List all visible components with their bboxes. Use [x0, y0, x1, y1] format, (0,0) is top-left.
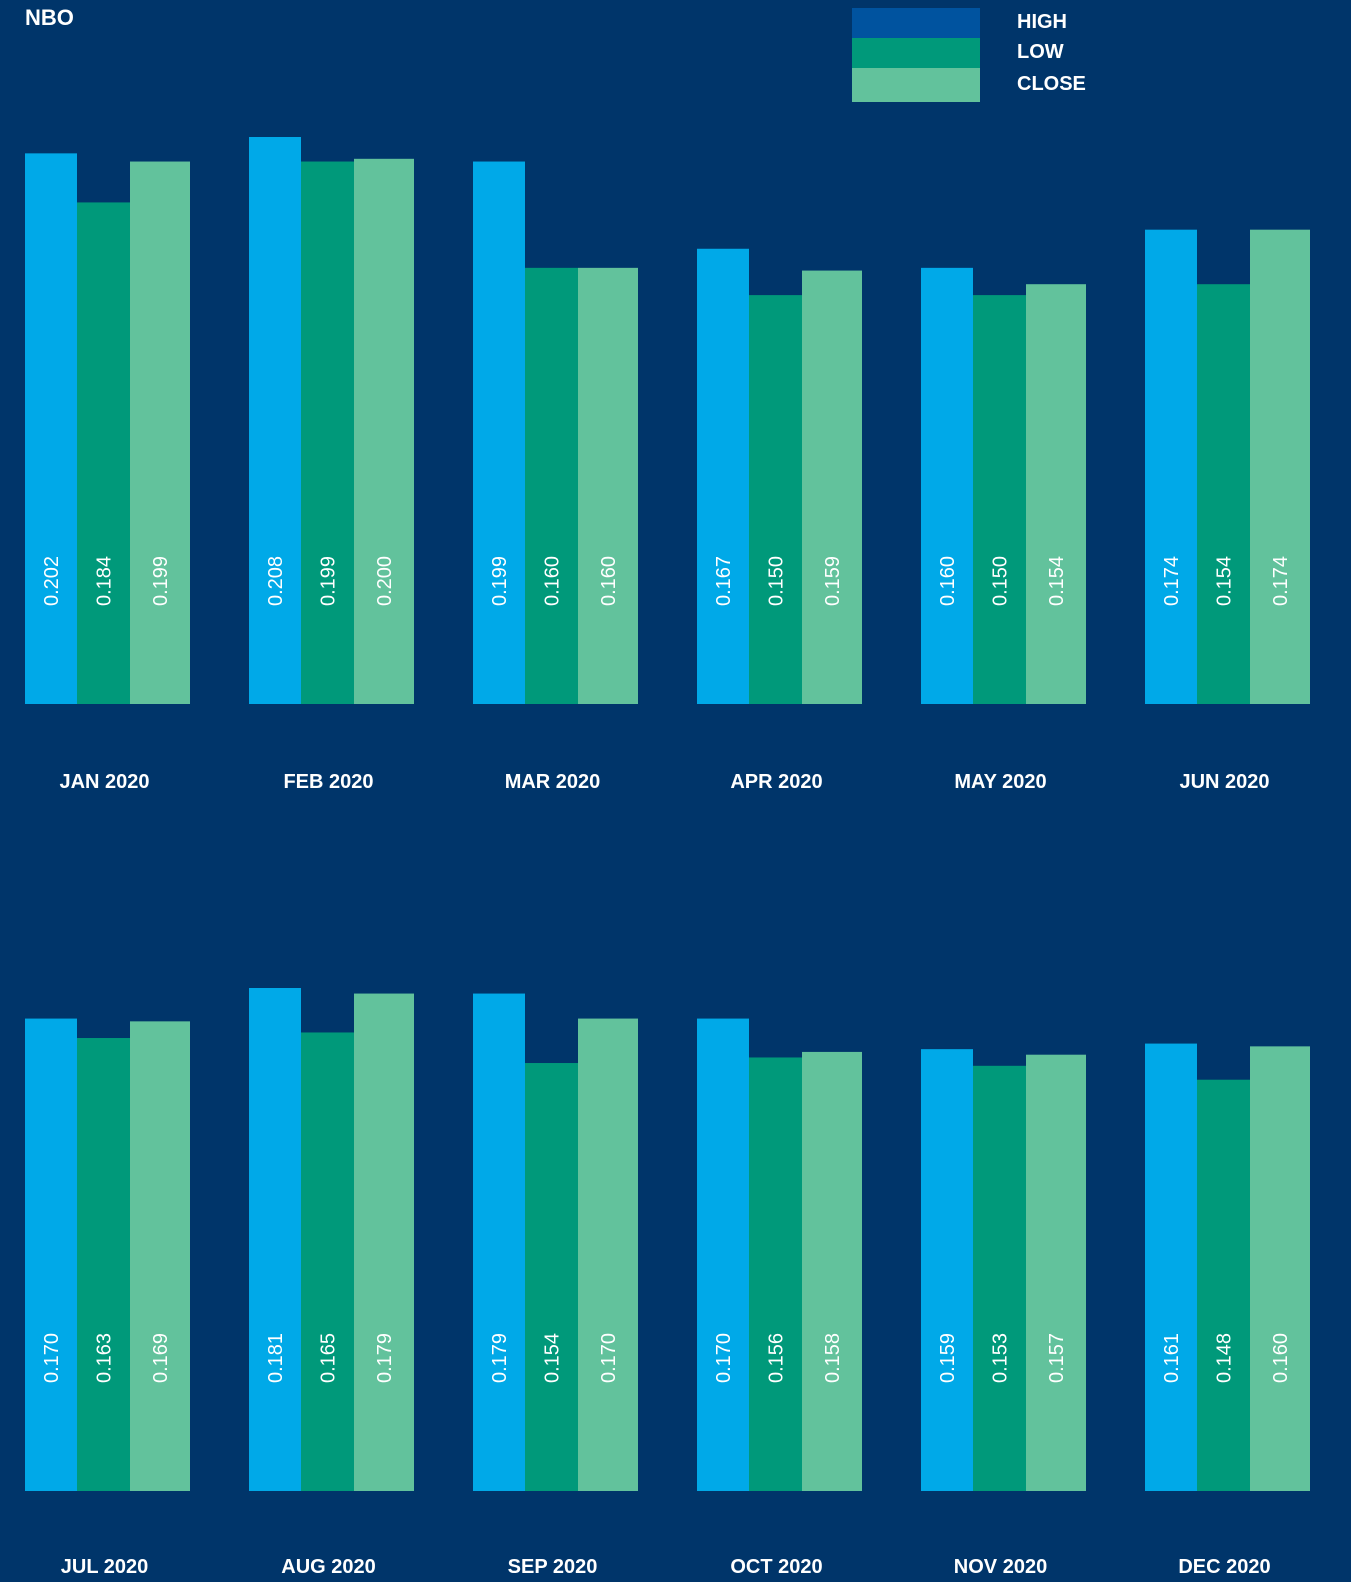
value-label-high-feb-2020: 0.208 [265, 556, 287, 606]
legend-swatch-high [852, 8, 980, 38]
bar-close-sep-2020 [578, 1018, 638, 1491]
value-label-high-mar-2020: 0.199 [489, 556, 511, 606]
bar-high-nov-2020 [921, 1049, 973, 1491]
category-label-jul-2020: JUL 2020 [61, 1556, 148, 1578]
bar-low-aug-2020 [301, 1032, 354, 1491]
category-label-jan-2020: JAN 2020 [59, 771, 149, 793]
value-label-low-may-2020: 0.150 [990, 556, 1012, 606]
value-label-close-nov-2020: 0.157 [1046, 1333, 1068, 1383]
bar-low-jan-2020 [77, 202, 130, 704]
value-label-close-aug-2020: 0.179 [374, 1333, 396, 1383]
value-label-high-apr-2020: 0.167 [713, 556, 735, 606]
value-label-low-apr-2020: 0.150 [766, 556, 788, 606]
bar-close-dec-2020 [1250, 1046, 1310, 1491]
value-label-close-may-2020: 0.154 [1046, 556, 1068, 606]
value-label-high-dec-2020: 0.161 [1161, 1333, 1183, 1383]
bar-close-aug-2020 [354, 993, 414, 1491]
bar-low-apr-2020 [749, 295, 802, 704]
bar-low-nov-2020 [973, 1065, 1026, 1491]
legend-label-high: HIGH [1017, 11, 1067, 33]
bar-close-nov-2020 [1026, 1054, 1086, 1491]
bar-high-dec-2020 [1145, 1043, 1197, 1491]
value-label-low-jan-2020: 0.184 [94, 556, 116, 606]
category-label-dec-2020: DEC 2020 [1178, 1556, 1270, 1578]
bar-close-apr-2020 [802, 270, 862, 704]
category-label-sep-2020: SEP 2020 [508, 1556, 598, 1578]
bar-close-may-2020 [1026, 284, 1086, 704]
category-label-aug-2020: AUG 2020 [281, 1556, 376, 1578]
bar-low-feb-2020 [301, 161, 354, 704]
value-label-low-aug-2020: 0.165 [318, 1333, 340, 1383]
bar-close-jul-2020 [130, 1021, 190, 1491]
value-label-low-nov-2020: 0.153 [990, 1333, 1012, 1383]
legend-swatch-low [852, 38, 980, 68]
bar-close-jan-2020 [130, 161, 190, 704]
legend-label-close: CLOSE [1017, 73, 1086, 95]
value-label-high-may-2020: 0.160 [937, 556, 959, 606]
bar-low-may-2020 [973, 295, 1026, 704]
category-label-nov-2020: NOV 2020 [954, 1556, 1047, 1578]
value-label-high-aug-2020: 0.181 [265, 1333, 287, 1383]
bar-high-oct-2020 [697, 1018, 749, 1491]
bar-low-mar-2020 [525, 267, 578, 704]
legend: HIGH LOW CLOSE [852, 8, 1112, 103]
value-label-high-sep-2020: 0.179 [489, 1333, 511, 1383]
bar-high-jul-2020 [25, 1018, 77, 1491]
value-label-close-feb-2020: 0.200 [374, 556, 396, 606]
value-label-close-dec-2020: 0.160 [1270, 1333, 1292, 1383]
category-label-feb-2020: FEB 2020 [283, 771, 373, 793]
bar-low-dec-2020 [1197, 1079, 1250, 1491]
bar-low-sep-2020 [525, 1063, 578, 1491]
value-label-high-jan-2020: 0.202 [41, 556, 63, 606]
value-label-low-oct-2020: 0.156 [766, 1333, 788, 1383]
value-label-close-mar-2020: 0.160 [598, 556, 620, 606]
bar-high-mar-2020 [473, 161, 525, 704]
value-label-close-jan-2020: 0.199 [150, 556, 172, 606]
value-label-close-oct-2020: 0.158 [822, 1333, 844, 1383]
bar-low-jul-2020 [77, 1038, 130, 1491]
bar-high-aug-2020 [249, 988, 301, 1491]
value-label-high-oct-2020: 0.170 [713, 1333, 735, 1383]
value-label-high-nov-2020: 0.159 [937, 1333, 959, 1383]
category-label-apr-2020: APR 2020 [730, 771, 822, 793]
bar-high-jan-2020 [25, 153, 77, 704]
value-label-close-sep-2020: 0.170 [598, 1333, 620, 1383]
value-label-low-jul-2020: 0.163 [94, 1333, 116, 1383]
bar-high-may-2020 [921, 267, 973, 704]
value-label-low-jun-2020: 0.154 [1214, 556, 1236, 606]
legend-label-low: LOW [1017, 41, 1064, 63]
bar-close-feb-2020 [354, 158, 414, 705]
category-label-oct-2020: OCT 2020 [730, 1556, 822, 1578]
bar-close-jun-2020 [1250, 229, 1310, 705]
value-label-low-mar-2020: 0.160 [542, 556, 564, 606]
value-label-high-jun-2020: 0.174 [1161, 556, 1183, 606]
category-label-jun-2020: JUN 2020 [1179, 771, 1269, 793]
value-label-high-jul-2020: 0.170 [41, 1333, 63, 1383]
bar-close-mar-2020 [578, 267, 638, 704]
legend-swatch-close [852, 68, 980, 102]
category-label-may-2020: MAY 2020 [954, 771, 1046, 793]
bar-high-feb-2020 [249, 137, 301, 704]
value-label-low-dec-2020: 0.148 [1214, 1333, 1236, 1383]
chart-title: NBO [25, 5, 74, 30]
value-label-close-jul-2020: 0.169 [150, 1333, 172, 1383]
bar-high-apr-2020 [697, 248, 749, 705]
value-label-close-jun-2020: 0.174 [1270, 556, 1292, 606]
bar-low-jun-2020 [1197, 284, 1250, 704]
value-label-low-sep-2020: 0.154 [542, 1333, 564, 1383]
bar-high-sep-2020 [473, 993, 525, 1491]
category-label-mar-2020: MAR 2020 [505, 771, 601, 793]
bar-close-oct-2020 [802, 1051, 862, 1491]
value-label-low-feb-2020: 0.199 [318, 556, 340, 606]
bar-low-oct-2020 [749, 1057, 802, 1491]
value-label-close-apr-2020: 0.159 [822, 556, 844, 606]
bar-high-jun-2020 [1145, 229, 1197, 705]
